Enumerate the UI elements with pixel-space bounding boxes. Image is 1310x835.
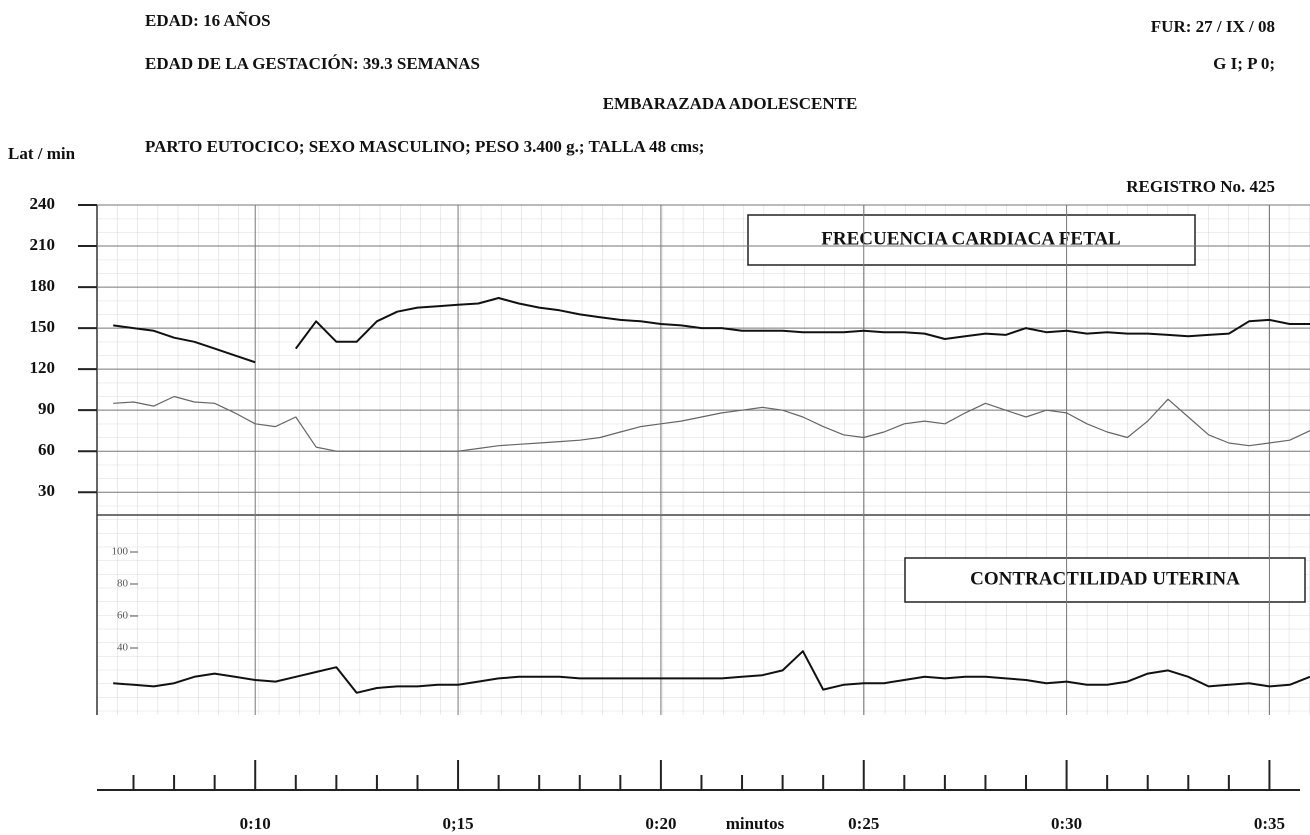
- fur: FUR: 27 / IX / 08: [1151, 17, 1275, 36]
- y-tick-label: 90: [38, 399, 55, 418]
- x-tick-label: 0;15: [442, 814, 473, 833]
- fhr-label-box: [747, 214, 1196, 266]
- trace-line: [113, 395, 1310, 452]
- x-tick-label: 0:20: [645, 814, 676, 833]
- record-number: REGISTRO No. 425: [1126, 177, 1275, 196]
- y-tick-label: 240: [30, 194, 56, 213]
- uc-label-box: [904, 557, 1306, 603]
- y-tick-label: 120: [30, 358, 56, 377]
- birth-details: PARTO EUTOCICO; SEXO MASCULINO; PESO 3.4…: [145, 137, 704, 156]
- y2-tick-label: 100: [112, 546, 129, 558]
- paper-grid: [97, 205, 1310, 715]
- x-tick-label: 0:25: [848, 814, 879, 833]
- x-axis-label: minutos: [726, 814, 785, 833]
- gravida: G I; P 0;: [1213, 54, 1275, 73]
- age: EDAD: 16 AÑOS: [145, 11, 271, 30]
- chart-title: EMBARAZADA ADOLESCENTE: [603, 94, 858, 113]
- y-tick-label: 30: [38, 481, 55, 500]
- fhr-label: FRECUENCIA CARDIACA FETAL: [821, 228, 1120, 249]
- y-tick-label: 210: [30, 235, 56, 254]
- y-axis-label: Lat / min: [8, 144, 76, 163]
- trace-line: [113, 297, 1310, 364]
- y2-tick-label: 60: [117, 610, 129, 622]
- gestation: EDAD DE LA GESTACIÓN: 39.3 SEMANAS: [145, 54, 480, 73]
- y2-tick-label: 80: [117, 578, 129, 590]
- trace-line: [113, 650, 1310, 694]
- x-tick-label: 0:30: [1051, 814, 1082, 833]
- y-tick-label: 150: [30, 317, 56, 336]
- x-tick-label: 0:10: [240, 814, 271, 833]
- y2-tick-label: 40: [117, 642, 129, 654]
- y-tick-label: 60: [38, 440, 55, 459]
- uc-label: CONTRACTILIDAD UTERINA: [970, 568, 1240, 589]
- y-tick-label: 180: [30, 276, 56, 295]
- x-tick-label: 0:35: [1254, 814, 1285, 833]
